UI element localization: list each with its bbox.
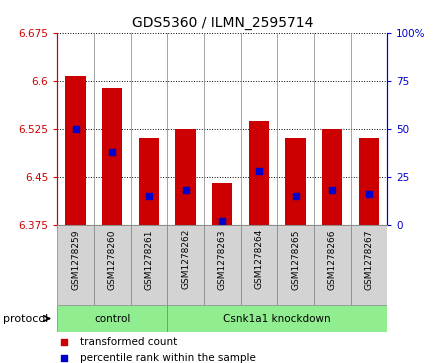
Bar [66,76,86,225]
Bar [212,183,232,225]
Text: GSM1278259: GSM1278259 [71,229,80,290]
Point [182,188,189,193]
Point [60,339,67,345]
Text: GSM1278267: GSM1278267 [364,229,374,290]
Text: GSM1278263: GSM1278263 [218,229,227,290]
Text: Csnk1a1 knockdown: Csnk1a1 knockdown [224,314,331,323]
Bar [286,139,306,225]
Point [365,191,372,197]
Text: percentile rank within the sample: percentile rank within the sample [81,354,256,363]
Point [109,149,116,155]
Bar [176,129,196,225]
Text: GSM1278261: GSM1278261 [144,229,154,290]
Point [219,218,226,224]
Point [145,193,152,199]
Text: transformed count: transformed count [81,337,178,347]
Bar [167,225,204,305]
Text: GSM1278264: GSM1278264 [254,229,264,289]
Point [329,188,336,193]
Bar [359,139,379,225]
Bar [241,225,277,305]
Point [72,126,79,132]
Text: protocol: protocol [3,314,48,323]
Bar [351,225,387,305]
Bar [57,305,167,332]
Point [255,168,262,174]
Text: control: control [94,314,130,323]
Bar [249,121,269,225]
Bar [314,225,351,305]
Text: GSM1278266: GSM1278266 [328,229,337,290]
Point [292,193,299,199]
Bar [131,225,167,305]
Bar [167,305,387,332]
Bar [322,129,342,225]
Bar [139,139,159,225]
Bar [102,89,122,225]
Title: GDS5360 / ILMN_2595714: GDS5360 / ILMN_2595714 [132,16,313,30]
Bar [277,225,314,305]
Bar [94,225,131,305]
Text: GSM1278262: GSM1278262 [181,229,190,289]
Bar [57,225,94,305]
Point [60,356,67,362]
Text: GSM1278265: GSM1278265 [291,229,300,290]
Text: GSM1278260: GSM1278260 [108,229,117,290]
Bar [204,225,241,305]
